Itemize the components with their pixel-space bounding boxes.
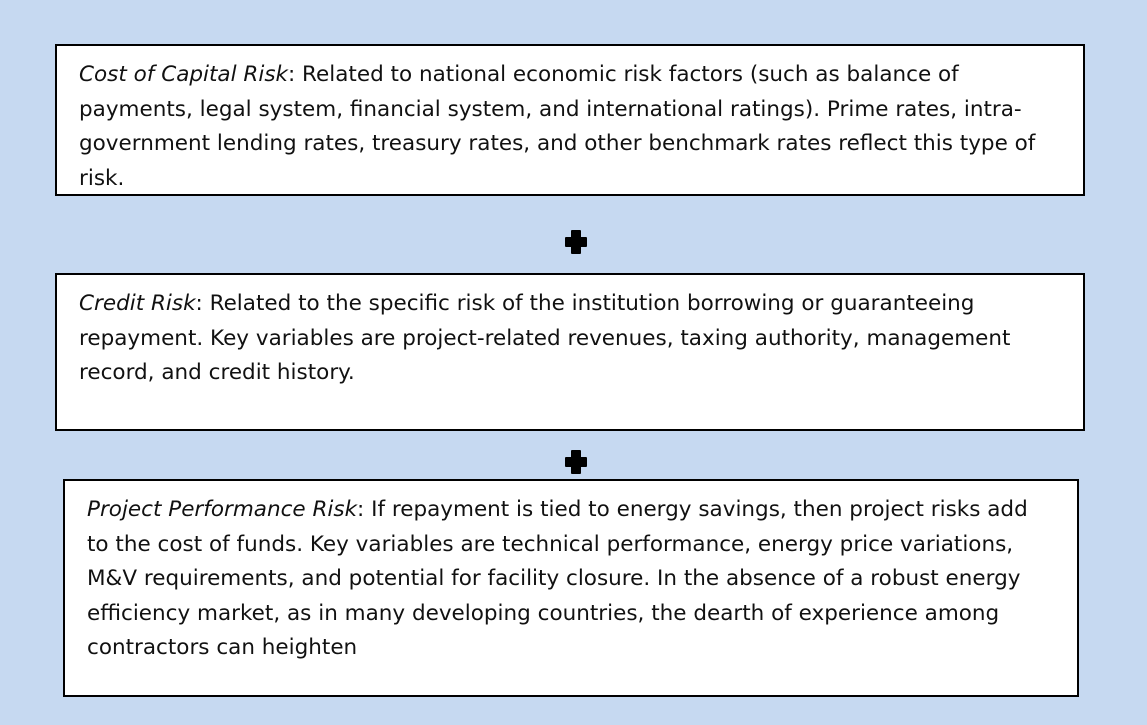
risk-term: Credit Risk [79,291,196,316]
risk-term: Cost of Capital Risk [79,62,288,87]
risk-text: : Related to the specific risk of the in… [79,291,1011,385]
risk-text: : Related to national economic risk fact… [79,62,1036,191]
risk-box: Cost of Capital Risk: Related to nationa… [55,44,1085,196]
risk-box: Project Performance Risk: If repayment i… [63,479,1079,697]
risk-box: Credit Risk: Related to the specific ris… [55,273,1085,431]
risk-term: Project Performance Risk [87,497,358,522]
plus-sign [565,230,587,254]
risk-text: : If repayment is tied to energy savings… [87,497,1028,660]
plus-sign [565,450,587,474]
